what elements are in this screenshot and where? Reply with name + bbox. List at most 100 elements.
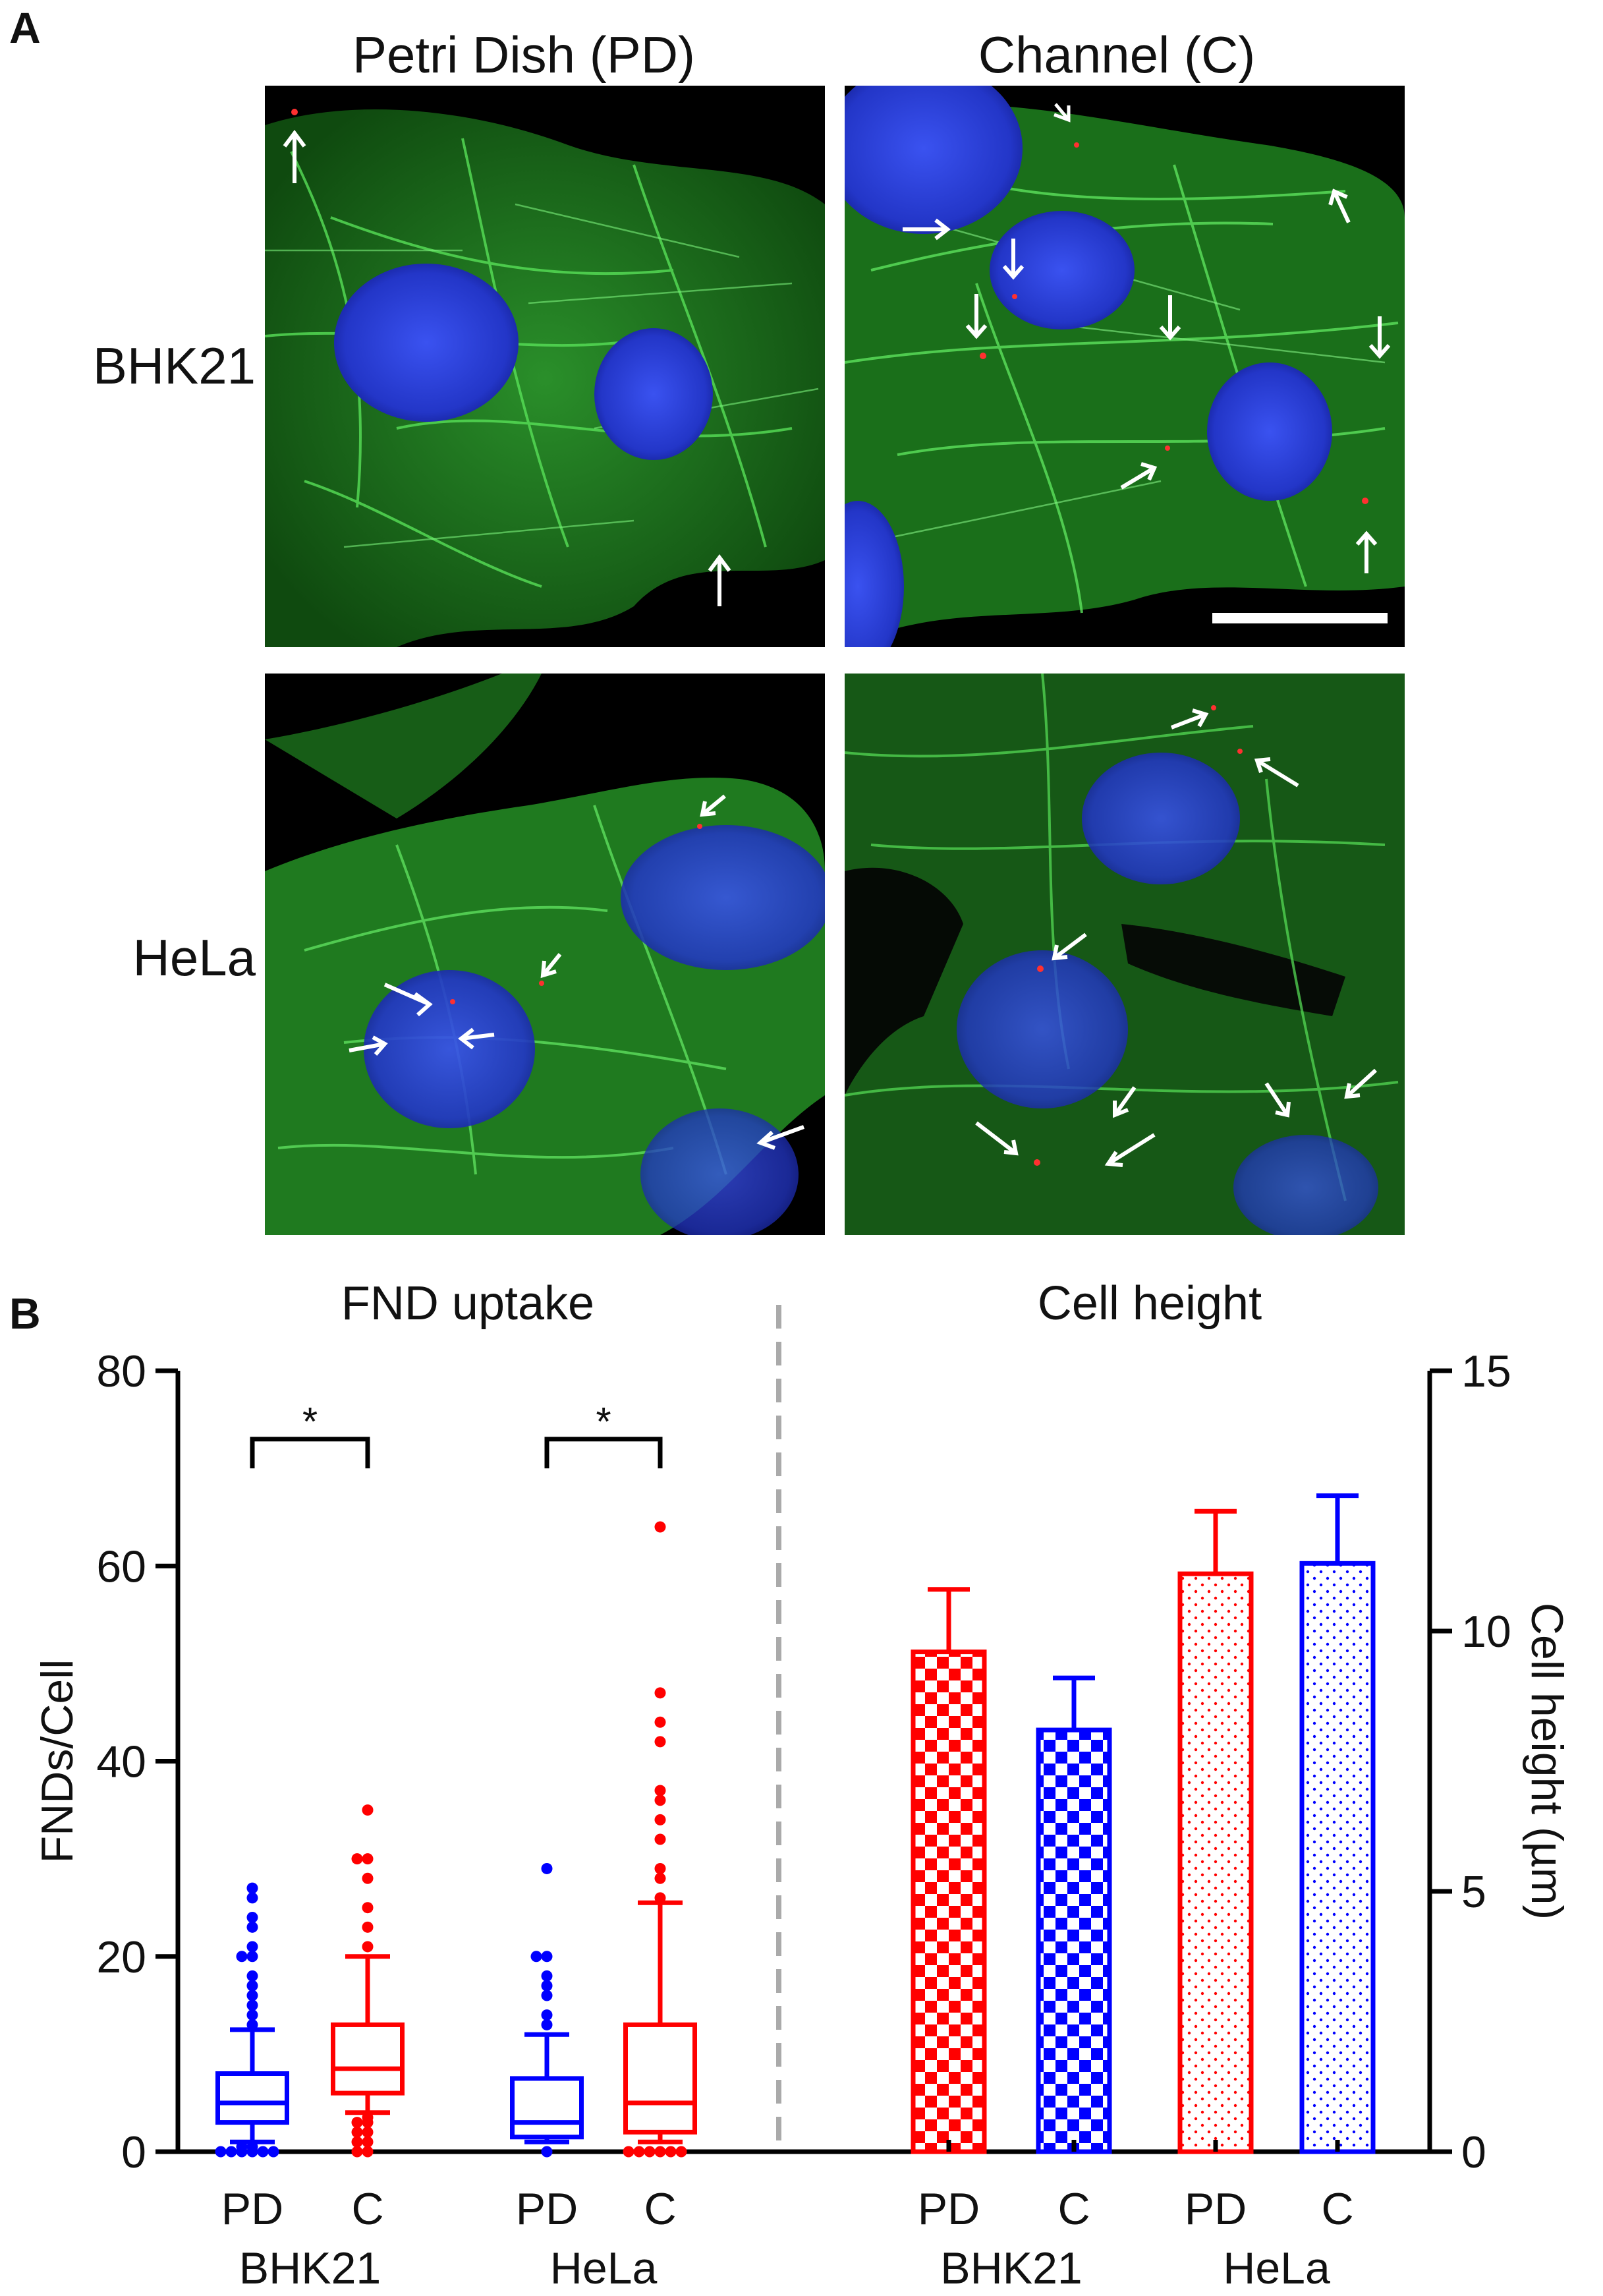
x-group-label: HeLa [550, 2243, 658, 2293]
box-outlier-point [541, 1970, 553, 1982]
row-label-hela: HeLa [132, 929, 256, 987]
box-outlier-point [236, 1951, 248, 1963]
row-label-bhk21: BHK21 [92, 337, 256, 395]
left-y-tick-label: 20 [96, 1932, 146, 1982]
box-outlier-point [246, 1980, 258, 1992]
box-outlier-point [246, 2019, 258, 2030]
panel-b-letter: B [9, 1289, 41, 1338]
box-outlier-point [541, 1951, 553, 1963]
box-outlier-point [351, 2126, 363, 2138]
chart-title-fnd-uptake: FND uptake [341, 1277, 594, 1330]
box-iqr [215, 2071, 289, 2125]
box-outlier-point [541, 2019, 553, 2030]
x-category-label: PD [221, 2184, 283, 2234]
box-outlier-point [362, 1804, 374, 1816]
box-outlier-point [633, 2146, 645, 2158]
column-title-channel: Channel (C) [978, 26, 1256, 84]
x-group-label: BHK21 [239, 2243, 381, 2293]
scale-bar [1212, 613, 1388, 623]
significance-bracket [250, 1437, 370, 1469]
box-outlier-point [654, 1716, 666, 1728]
box-outlier-point [362, 1921, 374, 1933]
left-y-tick-label: 80 [96, 1346, 146, 1396]
box-outlier-point [654, 1687, 666, 1699]
box-outlier-point [362, 1853, 374, 1865]
box-outlier-point [267, 2146, 279, 2158]
box-outlier-point [541, 1862, 553, 1874]
chart-title-cell-height: Cell height [1038, 1277, 1262, 1330]
box-outlier-point [351, 1853, 363, 1865]
box-outlier-point [623, 2146, 634, 2158]
box-outlier-point [665, 2146, 677, 2158]
box-outlier-point [644, 2146, 656, 2158]
box-outlier-point [362, 1872, 374, 1884]
box-outlier-point [215, 2146, 227, 2158]
box-outlier-point [246, 1951, 258, 1963]
left-y-axis-label: FNDs/Cell [32, 1659, 82, 1864]
box-outlier-point [246, 1999, 258, 2011]
box-outlier-point [236, 2141, 248, 2153]
box-outlier-point [246, 2141, 258, 2153]
x-category-label: C [1057, 2184, 1090, 2234]
box-outlier-point [257, 2146, 269, 2158]
x-category-label: PD [918, 2184, 980, 2234]
box-outlier-point [246, 1892, 258, 1904]
box-outlier-point [246, 1970, 258, 1982]
box-outlier-point [362, 2111, 374, 2123]
right-y-tick-label: 0 [1461, 2127, 1486, 2177]
bar [1299, 1561, 1376, 2154]
box-outlier-point [675, 2146, 687, 2158]
box-outlier-point [654, 1736, 666, 1748]
box-outlier-point [541, 2009, 553, 2021]
right-y-tick-label: 10 [1461, 1607, 1511, 1657]
micrograph-hela-petri-dish [265, 674, 825, 1235]
significance-star: * [596, 1400, 611, 1444]
x-group-label: HeLa [1223, 2243, 1330, 2293]
right-y-tick-label: 5 [1461, 1867, 1486, 1917]
box-outlier-point [246, 1912, 258, 1923]
box-outlier-point [541, 1990, 553, 2001]
box-outlier-point [351, 2146, 363, 2158]
x-category-label: C [1321, 2184, 1353, 2234]
box-outlier-point [541, 1980, 553, 1992]
box-outlier-point [246, 1941, 258, 1953]
box-iqr [331, 2022, 405, 2096]
chart-panel-b: 0 20 40 60 80 0 5 10 15 FND uptake Cell height FNDs… [32, 1277, 1572, 2293]
box-outlier-point [654, 1814, 666, 1825]
significance-star: * [302, 1400, 318, 1444]
box-outlier-point [362, 1941, 374, 1953]
left-y-tick-label: 0 [121, 2127, 146, 2177]
box-outlier-point [225, 2146, 237, 2158]
box-iqr [623, 2022, 697, 2135]
box-outlier-point [654, 1833, 666, 1845]
box-outlier-point [351, 2117, 363, 2129]
box-outlier-point [654, 2146, 666, 2158]
box-outlier-point [362, 2136, 374, 2148]
x-category-label: PD [516, 2184, 578, 2234]
box-outlier-point [362, 2146, 374, 2158]
x-category-label: PD [1185, 2184, 1247, 2234]
box-outlier-point [362, 2126, 374, 2138]
box-outlier-point [246, 1990, 258, 2001]
box-outlier-point [530, 1951, 542, 1963]
bar [911, 1650, 987, 2154]
box-outlier-point [654, 1794, 666, 1806]
box-iqr [510, 2076, 584, 2140]
box-outlier-point [654, 1521, 666, 1533]
micrograph-bhk21-petri-dish [265, 86, 825, 647]
x-category-label: C [644, 2184, 676, 2234]
right-y-axis-label: Cell height (µm) [1522, 1603, 1572, 1920]
box-outlier-point [654, 1862, 666, 1874]
bar [1177, 1571, 1254, 2154]
box-outlier-point [362, 1902, 374, 1914]
left-y-tick-label: 60 [96, 1541, 146, 1592]
box-outlier-point [541, 2146, 553, 2158]
micrograph-bhk21-channel [845, 86, 1405, 647]
right-y-tick-label: 15 [1461, 1346, 1511, 1396]
box-outlier-point [351, 2136, 363, 2148]
micrograph-hela-channel [845, 674, 1405, 1235]
x-group-label: BHK21 [940, 2243, 1082, 2293]
bar [1036, 1727, 1112, 2154]
box-outlier-point [654, 1785, 666, 1796]
box-outlier-point [246, 2009, 258, 2021]
